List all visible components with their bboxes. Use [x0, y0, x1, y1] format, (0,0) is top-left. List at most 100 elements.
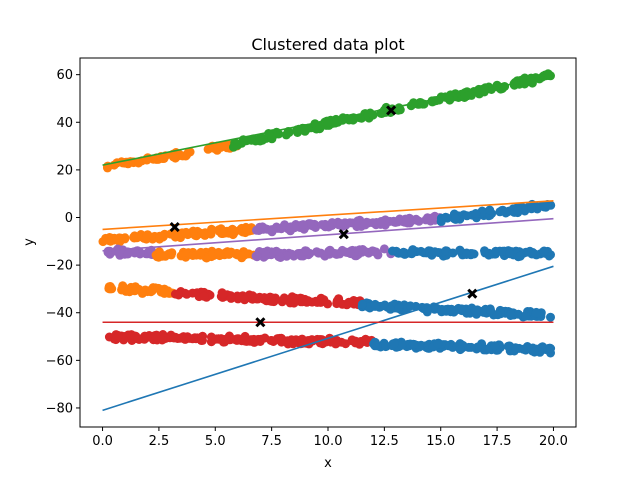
- x-axis-ticks: 0.0 2.5 5.0 7.5 10.0 12.5 15.0 17.5 20.0: [92, 427, 568, 449]
- data-point: [336, 219, 346, 228]
- data-point: [154, 252, 164, 262]
- data-point: [239, 250, 249, 260]
- data-point: [151, 331, 160, 341]
- data-point: [229, 226, 239, 236]
- cluster-center-marker: [255, 317, 266, 328]
- data-point: [284, 127, 294, 137]
- data-point: [455, 245, 465, 255]
- x-tick-label: 2.5: [149, 434, 170, 449]
- data-point: [393, 105, 403, 115]
- cluster-center-marker: [467, 288, 478, 299]
- data-point: [345, 218, 355, 228]
- data-point: [167, 248, 177, 258]
- data-point: [423, 213, 432, 223]
- data-point: [318, 295, 328, 305]
- data-point: [255, 133, 265, 143]
- data-point: [157, 335, 167, 345]
- y-axis-ticks: −80 −60 −40 −20 0 20 40 60: [46, 68, 80, 416]
- data-point: [169, 152, 179, 162]
- data-point: [542, 200, 552, 209]
- data-point: [361, 334, 371, 344]
- data-point: [370, 341, 380, 351]
- x-tick-label: 5.0: [205, 434, 226, 449]
- data-point: [511, 344, 520, 353]
- data-point: [376, 217, 386, 226]
- data-point: [530, 249, 540, 259]
- data-point: [268, 225, 278, 234]
- data-point: [515, 251, 525, 261]
- data-point: [518, 344, 528, 354]
- data-point: [407, 248, 417, 258]
- data-point: [324, 246, 334, 256]
- y-tick-label: −80: [46, 401, 73, 416]
- data-point: [142, 155, 152, 165]
- data-point: [211, 334, 221, 344]
- data-point: [450, 213, 460, 223]
- data-point: [433, 339, 443, 349]
- data-point: [445, 95, 455, 105]
- data-point: [397, 248, 407, 258]
- data-point: [213, 141, 223, 151]
- data-point: [471, 306, 481, 316]
- data-point: [261, 251, 271, 260]
- cluster-center-marker: [386, 105, 397, 116]
- data-point: [306, 219, 315, 229]
- data-point: [247, 135, 257, 145]
- data-point: [332, 249, 342, 259]
- data-point: [410, 340, 419, 349]
- y-tick-label: 0: [65, 211, 73, 226]
- fit-line: [102, 75, 554, 166]
- cluster-centers: [169, 105, 478, 328]
- data-point: [539, 246, 549, 256]
- data-point: [180, 228, 190, 238]
- data-point: [268, 337, 278, 346]
- data-point: [471, 209, 481, 218]
- data-point: [240, 336, 250, 346]
- data-point: [132, 233, 142, 243]
- data-point: [430, 247, 440, 257]
- data-point: [229, 142, 238, 152]
- data-point: [252, 252, 262, 262]
- data-point: [170, 232, 180, 242]
- data-point: [368, 218, 378, 228]
- data-point: [299, 125, 309, 134]
- data-point: [441, 212, 451, 222]
- data-point: [509, 80, 519, 90]
- data-point: [344, 297, 354, 307]
- data-point: [312, 247, 322, 257]
- data-point: [169, 333, 179, 343]
- data-point: [113, 331, 123, 340]
- data-point: [143, 230, 153, 240]
- data-point: [279, 293, 289, 303]
- data-point: [513, 205, 523, 215]
- data-point: [218, 229, 227, 238]
- data-point: [397, 340, 407, 350]
- data-point: [457, 304, 467, 314]
- plot-points: [98, 69, 556, 358]
- data-point: [529, 347, 539, 356]
- data-point: [197, 333, 207, 343]
- fit-line: [102, 265, 554, 412]
- data-point: [531, 308, 541, 318]
- data-point: [389, 338, 399, 348]
- data-point: [401, 216, 411, 226]
- data-point: [323, 117, 333, 127]
- data-point: [155, 234, 164, 244]
- data-point: [131, 285, 141, 295]
- data-point: [160, 288, 170, 298]
- x-axis-label: x: [324, 456, 332, 471]
- cluster-center-marker: [169, 221, 180, 233]
- x-tick-label: 17.5: [483, 434, 512, 449]
- data-point: [280, 336, 290, 346]
- data-point: [332, 296, 342, 306]
- data-point: [107, 284, 117, 294]
- data-point: [503, 341, 513, 351]
- fit-line: [102, 217, 554, 252]
- data-point: [527, 204, 536, 214]
- data-point: [232, 248, 242, 258]
- data-point: [301, 246, 311, 256]
- data-point: [176, 251, 186, 261]
- data-point: [490, 341, 500, 351]
- data-point: [267, 296, 277, 306]
- data-point: [379, 244, 389, 254]
